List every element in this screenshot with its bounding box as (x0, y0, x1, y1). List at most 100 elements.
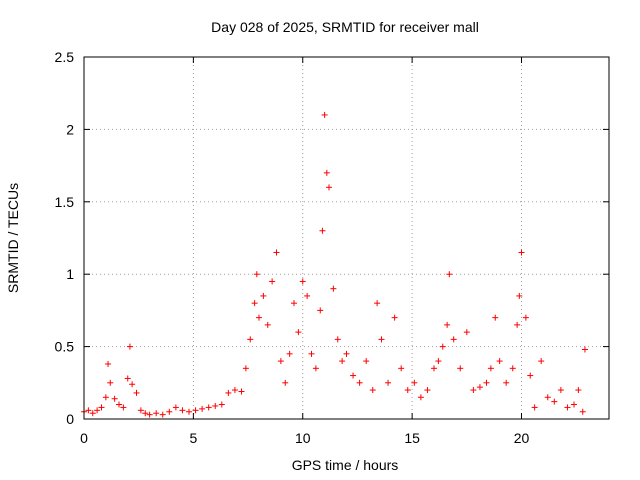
y-tick-label: 2.5 (55, 49, 75, 65)
data-point (424, 387, 431, 394)
data-point (273, 249, 280, 256)
data-point (172, 404, 179, 411)
data-point (291, 300, 297, 307)
data-point (369, 387, 376, 394)
y-tick-label: 2 (66, 121, 74, 137)
data-point (531, 404, 538, 411)
data-point (256, 314, 262, 321)
data-point (126, 343, 133, 350)
y-tick-label: 1 (66, 266, 74, 282)
data-point (514, 321, 521, 328)
grid (84, 57, 609, 419)
data-point (492, 314, 499, 321)
data-point (350, 372, 357, 379)
data-point (339, 358, 346, 365)
data-point (431, 365, 437, 372)
data-point (94, 407, 101, 414)
data-point (264, 321, 271, 328)
data-point (312, 365, 319, 372)
data-point (518, 249, 525, 256)
data-point (105, 360, 112, 367)
x-axis-title: GPS time / hours (292, 457, 399, 473)
data-point (142, 410, 149, 417)
y-tick-label: 0 (66, 411, 74, 427)
data-point (260, 292, 267, 299)
data-point (295, 329, 302, 336)
data-point (247, 336, 254, 343)
data-point (326, 184, 332, 191)
data-point (299, 278, 306, 285)
data-point (330, 285, 337, 292)
data-point (133, 389, 140, 396)
data-point (516, 292, 523, 299)
data-point (304, 292, 311, 299)
data-point (385, 379, 392, 386)
data-point (321, 111, 328, 118)
data-point (107, 379, 114, 386)
data-point (356, 379, 363, 386)
data-point (581, 346, 588, 353)
x-tick-label: 15 (404, 430, 420, 446)
data-point (205, 404, 212, 411)
data-point (487, 365, 494, 372)
data-point (334, 336, 341, 343)
x-tick-label: 10 (295, 430, 311, 446)
data-point (124, 375, 131, 382)
data-point (89, 410, 96, 417)
y-axis-title: SRMTID / TECUs (5, 183, 21, 293)
tick-labels: 0 5 10 15 20 0 0.5 1 1.5 2 2.5 (55, 49, 530, 446)
x-tick-label: 0 (80, 430, 88, 446)
data-point (435, 358, 442, 365)
data-point (137, 407, 144, 414)
y-tick-label: 1.5 (55, 194, 75, 210)
data-point (446, 271, 453, 278)
data-point (398, 365, 405, 372)
data-point (363, 358, 370, 365)
data-point (404, 387, 411, 394)
data-point (308, 350, 315, 357)
data-point (411, 379, 418, 386)
data-point (575, 387, 582, 394)
data-point (496, 358, 503, 365)
data-point (463, 329, 470, 336)
data-point (146, 411, 153, 418)
data-point (551, 398, 558, 405)
data-point (323, 169, 330, 176)
data-point (159, 411, 166, 418)
x-tick-label: 5 (189, 430, 197, 446)
data-point (444, 321, 451, 328)
data-point (282, 379, 289, 386)
data-point (98, 404, 105, 411)
data-point (374, 300, 381, 307)
data-point (85, 407, 92, 414)
data-point (286, 350, 293, 357)
data-point (503, 379, 510, 386)
data-point (317, 307, 324, 314)
data-point (238, 388, 245, 395)
data-point (179, 407, 186, 414)
data-point (242, 365, 249, 372)
data-point (102, 394, 109, 401)
data-point (269, 278, 276, 285)
data-point (153, 410, 160, 417)
data-point (527, 372, 534, 379)
axis-ticks (83, 56, 609, 420)
x-tick-label: 20 (514, 430, 530, 446)
data-point (343, 350, 350, 357)
data-points (81, 111, 588, 418)
data-point (571, 401, 577, 408)
data-point (186, 408, 192, 415)
data-point (457, 365, 464, 372)
data-point (522, 314, 529, 321)
data-point (417, 394, 424, 401)
data-point (231, 387, 238, 394)
data-point (212, 402, 219, 409)
data-point (564, 404, 571, 411)
data-point (544, 394, 551, 401)
data-point (509, 365, 516, 372)
data-point (166, 408, 173, 415)
data-point (450, 336, 457, 343)
plot-frame (83, 56, 610, 420)
y-tick-label: 0.5 (55, 339, 75, 355)
